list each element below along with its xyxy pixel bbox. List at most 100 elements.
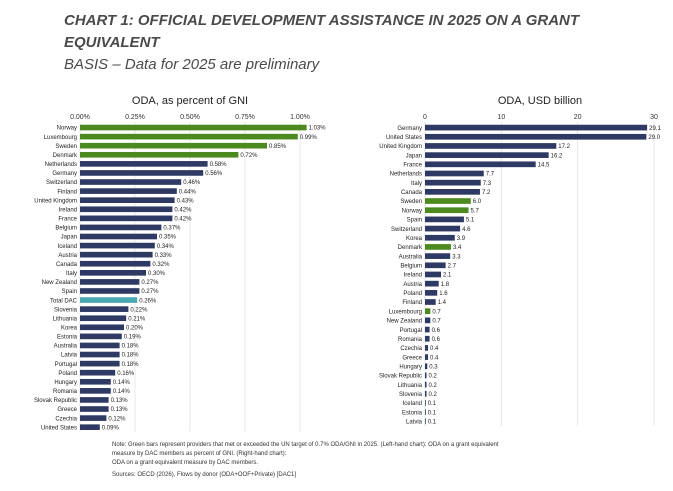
usd-value-label: 0.2 xyxy=(429,374,438,380)
gni-bar xyxy=(80,170,204,176)
usd-bar xyxy=(425,189,480,195)
usd-value-label: 29.1 xyxy=(649,126,661,132)
gni-category-label: Ireland xyxy=(59,207,77,213)
gni-value-label: 0.43% xyxy=(177,198,195,204)
gni-category-label: Luxembourg xyxy=(44,135,77,141)
usd-value-label: 17.2 xyxy=(558,144,570,150)
gni-value-label: 0.14% xyxy=(113,389,131,395)
gni-tick-label: 0.25% xyxy=(125,114,145,121)
gni-category-label: Korea xyxy=(61,326,78,332)
usd-value-label: 0.6 xyxy=(432,337,441,343)
usd-bar xyxy=(425,400,426,406)
usd-value-label: 2.7 xyxy=(448,263,457,269)
usd-bar xyxy=(425,271,442,278)
usd-bar xyxy=(425,289,438,296)
gni-category-label: Slovak Republic xyxy=(34,398,77,404)
gni-value-label: 0.18% xyxy=(122,362,140,368)
usd-value-label: 2.1 xyxy=(443,273,452,279)
gni-chart-title: ODA, as percent of GNI xyxy=(132,95,248,107)
note-line-2: measure by DAC members as percent of GNI… xyxy=(112,451,287,457)
gni-bar xyxy=(80,360,120,367)
usd-value-label: 0.7 xyxy=(432,319,441,325)
gni-value-label: 0.19% xyxy=(124,335,142,341)
gni-value-label: 0.09% xyxy=(102,425,120,431)
gni-tick-label: 0.75% xyxy=(235,114,255,121)
gni-category-label: Italy xyxy=(66,271,77,277)
usd-category-label: Norway xyxy=(402,208,422,214)
gni-category-label: Hungary xyxy=(54,380,77,386)
usd-bar xyxy=(425,363,428,370)
usd-category-label: Lithuania xyxy=(398,383,423,389)
usd-category-label: Australia xyxy=(399,254,423,260)
usd-value-label: 0.1 xyxy=(428,420,437,426)
gni-value-label: 0.56% xyxy=(205,171,223,177)
gni-value-label: 0.22% xyxy=(130,307,148,313)
gni-bar xyxy=(80,415,107,421)
gni-category-label: Norway xyxy=(57,126,77,132)
usd-bar xyxy=(425,124,648,131)
usd-category-label: Slovenia xyxy=(399,392,423,398)
usd-bar xyxy=(425,152,549,158)
gni-bar xyxy=(80,397,109,403)
gni-bar xyxy=(80,306,129,312)
gni-category-label: France xyxy=(58,217,77,223)
gni-value-label: 0.34% xyxy=(157,244,175,250)
gni-category-label: Denmark xyxy=(53,153,78,159)
gni-category-label: Australia xyxy=(54,344,78,350)
usd-category-label: Japan xyxy=(406,153,422,159)
usd-category-label: Austria xyxy=(403,282,422,288)
gni-value-label: 0.72% xyxy=(240,153,258,159)
usd-bar xyxy=(425,207,469,214)
usd-value-label: 5.7 xyxy=(471,208,480,214)
gni-bar xyxy=(80,260,151,267)
gni-category-label: Total DAC xyxy=(50,298,78,304)
usd-value-label: 0.4 xyxy=(430,355,439,361)
gni-category-label: Finland xyxy=(57,189,77,195)
usd-category-label: Italy xyxy=(411,181,422,187)
usd-value-label: 29.0 xyxy=(648,135,660,141)
gni-value-label: 0.37% xyxy=(163,226,181,232)
usd-value-label: 6.0 xyxy=(473,199,482,205)
usd-category-label: Poland xyxy=(403,291,422,297)
usd-bar xyxy=(425,317,431,324)
gni-category-label: Latvia xyxy=(61,353,78,359)
gni-bar xyxy=(80,315,127,322)
gni-bar xyxy=(80,161,208,167)
gni-bar xyxy=(80,270,146,276)
usd-category-label: New Zealand xyxy=(387,319,422,325)
gni-bar xyxy=(80,324,124,331)
gni-bar xyxy=(80,388,111,394)
gni-bar xyxy=(80,342,120,349)
usd-bar xyxy=(425,198,471,204)
usd-category-label: Sweden xyxy=(400,199,422,205)
usd-bar xyxy=(425,390,427,397)
usd-bar xyxy=(425,170,484,177)
usd-category-label: Ireland xyxy=(404,273,422,279)
usd-category-label: Hungary xyxy=(399,364,422,370)
usd-bar xyxy=(425,372,427,379)
gni-bar xyxy=(80,206,173,213)
gni-category-label: Portugal xyxy=(55,362,77,368)
usd-category-label: Korea xyxy=(406,236,423,242)
usd-category-label: Netherlands xyxy=(390,172,422,178)
usd-category-label: Spain xyxy=(407,218,422,224)
usd-value-label: 0.1 xyxy=(428,401,437,407)
gni-bar xyxy=(80,369,116,376)
gni-category-label: Belgium xyxy=(55,226,77,232)
usd-category-label: Greece xyxy=(402,355,422,361)
usd-value-label: 5.1 xyxy=(466,218,475,224)
gni-category-label: Sweden xyxy=(55,144,77,150)
usd-bar xyxy=(425,308,431,315)
gni-category-label: Japan xyxy=(61,235,77,241)
usd-value-label: 3.9 xyxy=(457,236,466,242)
usd-value-label: 1.8 xyxy=(441,282,450,288)
gni-value-label: 0.42% xyxy=(174,217,192,223)
gni-value-label: 0.85% xyxy=(269,144,287,150)
usd-category-label: Romania xyxy=(398,337,423,343)
gni-value-label: 0.99% xyxy=(300,135,318,141)
usd-bar xyxy=(425,280,439,287)
gni-value-label: 0.32% xyxy=(152,262,170,268)
gni-value-label: 0.18% xyxy=(122,353,140,359)
gni-category-label: Switzerland xyxy=(46,180,77,186)
gni-value-label: 0.42% xyxy=(174,207,192,213)
